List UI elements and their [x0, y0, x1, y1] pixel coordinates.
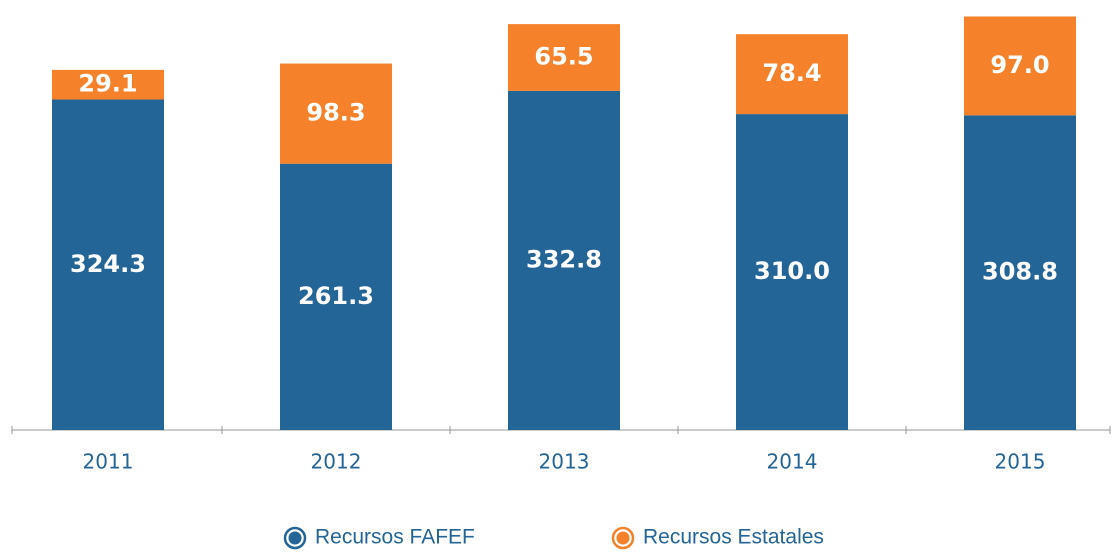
value-label: 78.4 [762, 59, 821, 87]
bar-segment [508, 90, 620, 430]
bar-segment [52, 69, 164, 100]
value-label: 29.1 [78, 70, 137, 98]
bar-segment [508, 24, 620, 91]
value-label: 97.0 [990, 51, 1049, 79]
bar-segment [964, 115, 1076, 431]
value-label: 261.3 [298, 282, 374, 310]
x-tick-label: 2013 [539, 450, 590, 474]
x-tick-label: 2015 [995, 450, 1046, 474]
value-label: 332.8 [526, 245, 602, 273]
bar-segment [280, 63, 392, 164]
bar-segment [736, 34, 848, 115]
value-label: 65.5 [534, 42, 593, 70]
x-tick-label: 2012 [311, 450, 362, 474]
value-label: 324.3 [70, 250, 146, 278]
value-label: 98.3 [306, 99, 365, 127]
x-tick-label: 2011 [83, 450, 134, 474]
x-tick-label: 2014 [767, 450, 818, 474]
legend-marker-dot [616, 531, 630, 545]
value-label: 308.8 [982, 258, 1058, 286]
bar-segment [736, 114, 848, 430]
bar-segment [52, 99, 164, 430]
legend-marker-dot [288, 531, 302, 545]
legend-label: Recursos FAFEF [315, 526, 475, 549]
value-label: 310.0 [754, 257, 830, 285]
bar-segment [964, 16, 1076, 116]
bar-segment [280, 163, 392, 431]
legend-label: Recursos Estatales [643, 526, 824, 549]
